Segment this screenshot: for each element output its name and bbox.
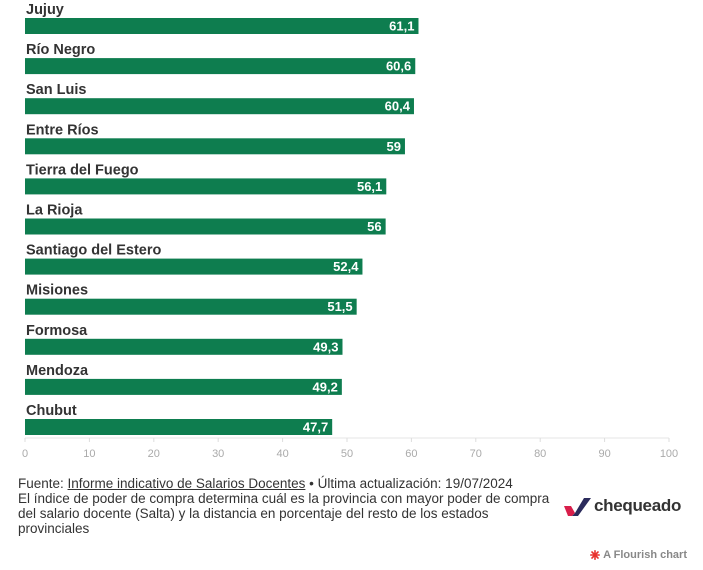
source-prefix: Fuente: [18,476,68,491]
update-text: • Última actualización: 19/07/2024 [305,476,513,491]
bar[interactable] [25,98,414,115]
category-label: Río Negro [26,42,95,58]
bar[interactable] [25,138,405,155]
value-label: 56,1 [357,179,382,194]
chart-note: El índice de poder de compra determina c… [18,491,550,536]
value-label: 59 [386,139,400,154]
value-label: 49,3 [313,339,338,354]
category-label: Tierra del Fuego [26,162,139,178]
x-tick-label: 20 [148,448,160,460]
value-label: 49,2 [313,379,338,394]
category-label: Formosa [26,323,88,339]
value-label: 60,4 [385,99,411,114]
category-label: Mendoza [26,363,89,379]
category-label: Chubut [26,403,77,419]
x-tick-label: 60 [405,448,417,460]
x-tick-label: 10 [83,448,95,460]
chequeado-logo[interactable]: chequeado [564,492,686,520]
flourish-icon [590,550,601,560]
x-tick-label: 50 [341,448,353,460]
logo-wordmark: chequeado [594,496,682,515]
source-link[interactable]: Informe indicativo de Salarios Docentes [67,476,306,491]
bar[interactable] [25,58,416,75]
category-label: Santiago del Estero [26,243,162,259]
bar[interactable] [25,378,342,395]
value-label: 56 [367,219,381,234]
value-label: 47,7 [303,420,328,435]
chart-footer: Fuente: Informe indicativo de Salarios D… [18,476,563,536]
bar[interactable] [25,258,363,275]
category-label: Entre Ríos [26,122,99,138]
category-label: Misiones [26,283,88,299]
bar-chart: Jujuy 61,1 Río Negro 60,6 San Luis 60,4 Entre … [22,2,678,460]
bar[interactable] [25,218,386,235]
bar[interactable] [25,178,387,195]
x-tick-label: 30 [212,448,224,460]
category-label: La Rioja [26,203,83,219]
bar[interactable] [25,298,357,315]
x-tick-label: 80 [534,448,546,460]
x-tick-label: 90 [598,448,610,460]
check-mark-icon [564,498,591,516]
x-tick-label: 0 [22,448,28,460]
bar[interactable] [25,419,333,435]
x-tick-label: 100 [660,448,678,460]
x-tick-label: 70 [470,448,482,460]
value-label: 52,4 [333,259,359,274]
value-label: 60,6 [386,59,411,74]
category-label: San Luis [26,82,86,98]
x-tick-label: 40 [276,448,288,460]
flourish-label: A Flourish chart [603,549,687,561]
bar[interactable] [25,18,419,34]
category-label: Jujuy [26,2,64,18]
bar[interactable] [25,338,343,355]
flourish-credit-link[interactable]: A Flourish chart [590,549,687,561]
value-label: 51,5 [327,299,352,314]
value-label: 61,1 [389,19,414,34]
